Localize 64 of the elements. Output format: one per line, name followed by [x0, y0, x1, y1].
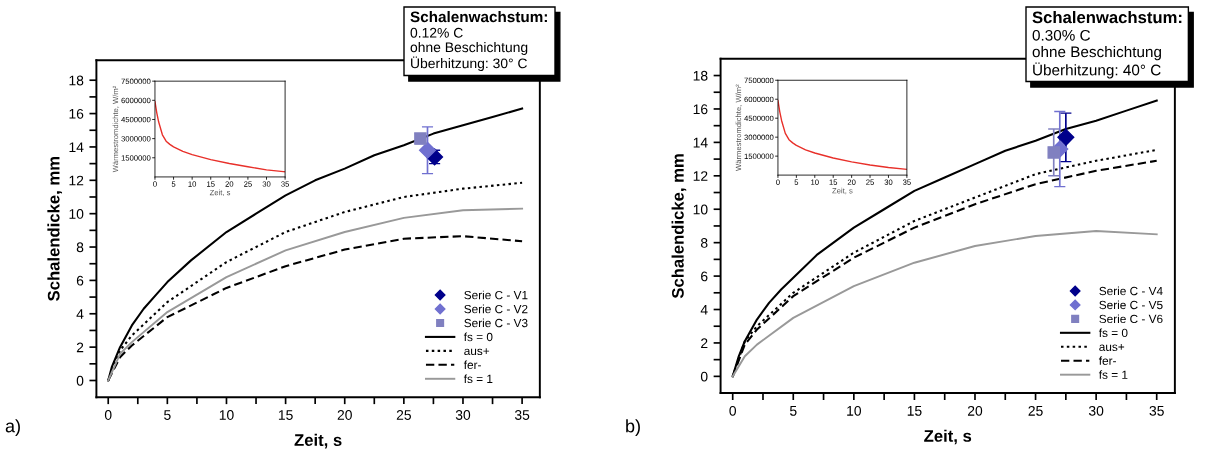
x-tick-label: 30	[455, 410, 471, 420]
x-tick-label: 35	[1149, 405, 1164, 416]
x-tick-label: 5	[164, 410, 171, 420]
x-tick-label: 25	[1028, 405, 1043, 416]
annotation: Überhitzung: 40° C	[1033, 62, 1161, 79]
y-tick-label: 16	[69, 108, 84, 119]
annotation: ohne Beschichtung	[1032, 46, 1161, 61]
y-tick-label: 2	[76, 342, 84, 353]
annotation: Überhitzung: 30° C	[411, 56, 527, 72]
y-tick-label: 4	[76, 309, 84, 319]
x-tick-label: 20	[337, 410, 352, 420]
y-tick-label: 8	[76, 242, 84, 253]
legend-label: fs = 0	[1098, 328, 1128, 338]
y-axis-title: Schalendicke, mm	[47, 157, 63, 301]
x-tick-label: 10	[219, 410, 234, 420]
y-tick-label: 6	[701, 271, 708, 282]
x-tick-label: 15	[278, 410, 293, 420]
legend-label: fer-	[463, 360, 481, 370]
x-tick-label: 35	[514, 410, 530, 420]
y-tick-label: 4	[700, 304, 708, 315]
y-tick-label: 12	[693, 171, 708, 181]
legend-label: Serie C - V3	[464, 318, 528, 328]
text: Schalenwachstum:	[410, 11, 547, 23]
y-tick-label: 2	[701, 338, 708, 348]
x-tick-label: 0	[729, 405, 737, 416]
x-axis-title: Zeit, s	[924, 429, 972, 445]
legend-label: aus+	[1099, 344, 1125, 352]
legend-label: fs = 1	[1098, 370, 1128, 379]
y-tick-label: 0	[700, 371, 708, 382]
y-axis-title: Schalendicke, mm	[671, 154, 687, 299]
y-tick-label: 12	[69, 175, 84, 186]
legend-label: Serie C - V1	[464, 290, 528, 300]
y-tick-label: 18	[693, 70, 708, 81]
y-tick-label: 16	[693, 104, 708, 115]
legend-label: Serie C - V2	[464, 304, 528, 314]
text: 0.30% C	[1032, 29, 1091, 41]
y-tick-label: 14	[693, 137, 708, 148]
y-tick-label: 10	[693, 204, 708, 215]
y-tick-label: 6	[76, 275, 84, 286]
x-tick-label: 30	[1088, 405, 1104, 416]
y-tick-label: 8	[700, 237, 708, 248]
text: 0.12% C	[410, 27, 463, 38]
x-axis-title: Zeit, s	[294, 433, 342, 449]
text: b)	[626, 419, 640, 436]
legend-label: Serie C - V4	[1099, 286, 1163, 296]
x-tick-label: 25	[396, 410, 411, 420]
x-tick-label: 10	[847, 405, 862, 416]
text: ohne Beschichtung	[410, 42, 528, 55]
y-tick-label: 14	[69, 142, 84, 152]
x-tick-label: 20	[967, 405, 983, 416]
legend-label: Serie C - V6	[1099, 314, 1163, 324]
x-tick-label: 0	[104, 410, 112, 420]
y-tick-label: 10	[69, 209, 84, 219]
x-tick-label: 15	[907, 406, 922, 416]
legend-label: Serie C - V5	[1099, 300, 1163, 310]
legend-label: aus+	[464, 348, 490, 356]
x-tick-label: 5	[789, 406, 797, 416]
text: Schalenwachstum:	[1032, 11, 1182, 24]
legend-label: fs = 1	[463, 374, 493, 384]
text: a)	[5, 419, 20, 436]
legend-label: fs = 0	[463, 332, 493, 342]
legend-label: fer-	[1098, 356, 1116, 365]
y-tick-label: 18	[69, 75, 84, 86]
y-tick-label: 0	[76, 375, 84, 386]
